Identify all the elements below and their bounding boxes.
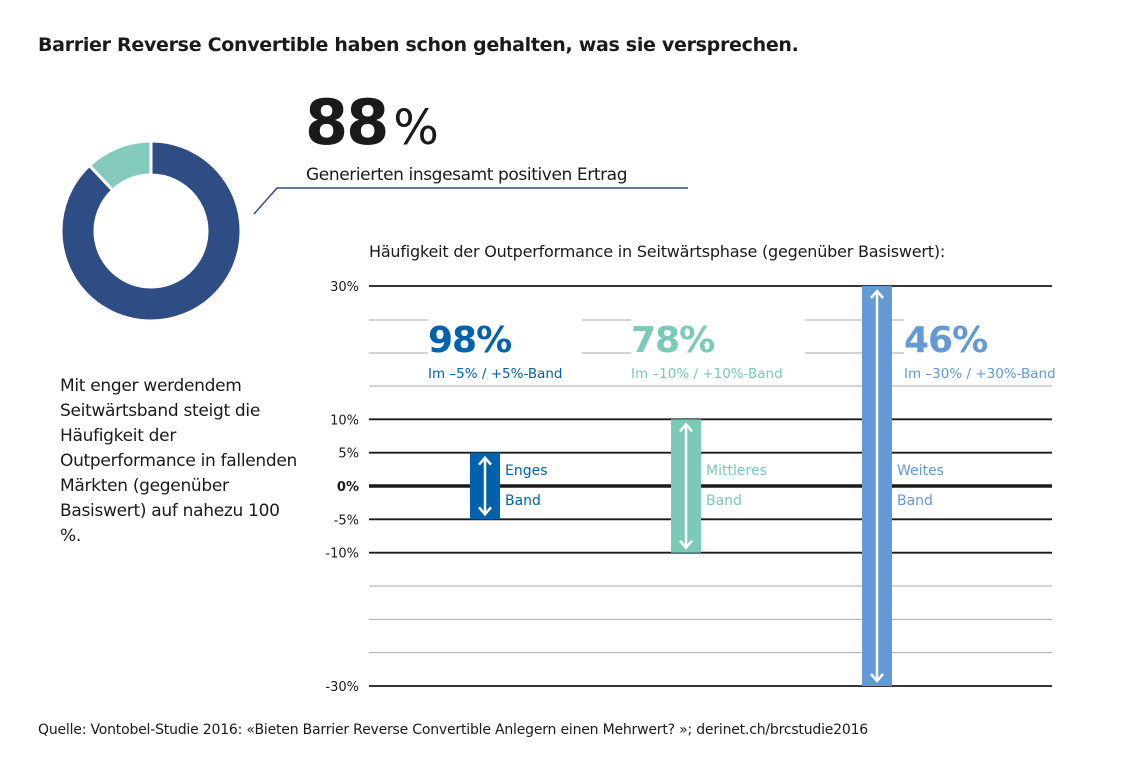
arrow-up-icon bbox=[478, 455, 492, 466]
headline-caption: Generierten insgesamt positiven Ertrag bbox=[306, 165, 628, 185]
y-tick-label: 0% bbox=[337, 480, 359, 495]
band-name-line2: Band bbox=[897, 493, 933, 509]
y-tick-label: -10% bbox=[325, 547, 359, 562]
band-name: Enges bbox=[505, 463, 548, 479]
frequency-value: 46% bbox=[904, 320, 987, 361]
chart-title: Häufigkeit der Outperformance in Seitwär… bbox=[369, 242, 946, 261]
headline-value: 88 bbox=[305, 86, 389, 159]
donut-chart bbox=[59, 139, 243, 323]
frequency-value: 98% bbox=[428, 320, 511, 361]
frequency-value: 78% bbox=[631, 320, 714, 361]
y-tick-label: 30% bbox=[330, 280, 359, 295]
y-tick-label: 10% bbox=[330, 413, 359, 428]
y-tick-label: -30% bbox=[325, 680, 359, 695]
side-text: Mit enger werdendem Seitwärtsband steigt… bbox=[60, 376, 298, 546]
band-range-label: Im –10% / +10%-Band bbox=[631, 366, 783, 382]
arrow-down-icon bbox=[478, 506, 492, 517]
band-range-label: Im –5% / +5%-Band bbox=[428, 366, 563, 382]
source-note: Quelle: Vontobel-Studie 2016: «Bieten Ba… bbox=[38, 722, 869, 738]
y-tick-label: 5% bbox=[338, 447, 359, 462]
y-tick-label: -5% bbox=[334, 513, 359, 528]
band-name: Weites bbox=[897, 463, 944, 479]
page-title: Barrier Reverse Convertible haben schon … bbox=[38, 34, 799, 56]
arrow-up-icon bbox=[870, 289, 884, 299]
donut-slice-other bbox=[87, 139, 153, 193]
band-name: Mittleres bbox=[706, 463, 767, 479]
arrow-down-icon bbox=[870, 673, 884, 683]
band-name-line2: Band bbox=[505, 493, 541, 509]
arrow-down-icon bbox=[679, 539, 693, 550]
band-range-label: Im –30% / +30%-Band bbox=[904, 366, 1056, 382]
headline-unit: % bbox=[393, 100, 439, 156]
callout-line bbox=[253, 187, 688, 215]
arrow-up-icon bbox=[679, 422, 693, 433]
band-name-line2: Band bbox=[706, 493, 742, 509]
donut-slice-positive bbox=[59, 139, 243, 323]
headline-percentage: 88% bbox=[305, 92, 439, 156]
